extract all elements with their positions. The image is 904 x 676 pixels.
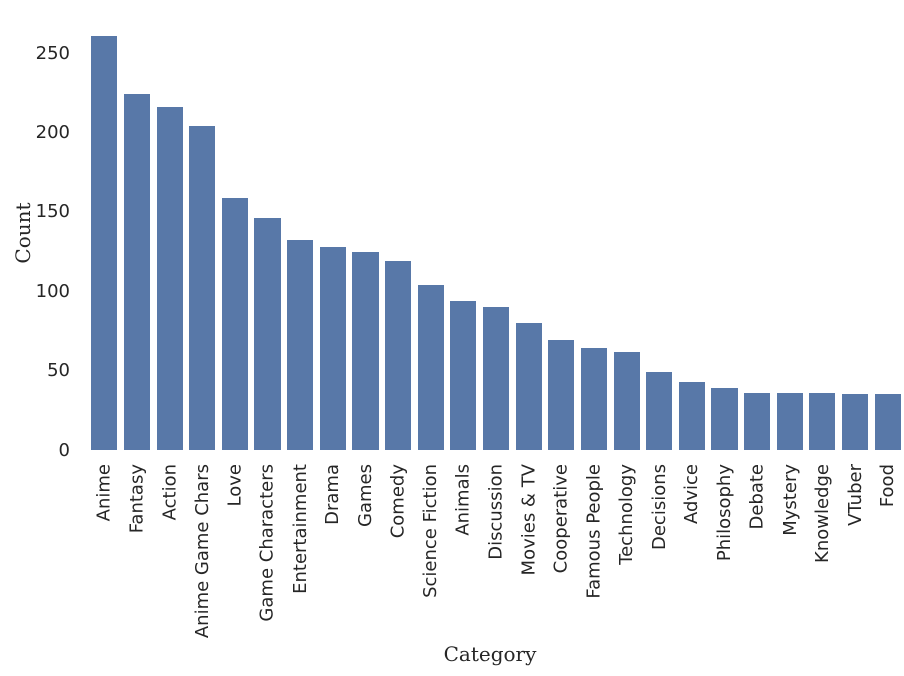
bar-band	[741, 15, 774, 450]
bar-band	[219, 15, 252, 450]
bar	[548, 340, 575, 450]
bar-band	[676, 15, 709, 450]
bar-band	[480, 15, 513, 450]
bar-band	[806, 15, 839, 450]
x-tick-label: Science Fiction	[420, 464, 442, 598]
x-tick-label: Discussion	[485, 464, 507, 560]
y-axis-label: Count	[11, 202, 35, 264]
y-tick-label: 50	[47, 360, 70, 382]
bar-band	[447, 15, 480, 450]
bar-band	[839, 15, 872, 450]
bar-band	[643, 15, 676, 450]
bar-band	[414, 15, 447, 450]
y-tick-label: 200	[35, 121, 70, 143]
bar	[189, 126, 216, 450]
x-tick-label: Love	[224, 464, 246, 507]
bar-band	[251, 15, 284, 450]
x-tick-label: Food	[877, 464, 899, 508]
bar	[646, 372, 673, 450]
bar	[417, 284, 444, 450]
bar	[352, 251, 379, 450]
bar-band	[153, 15, 186, 450]
bar	[842, 394, 869, 450]
x-tick-label: Knowledge	[811, 464, 833, 563]
plot-area	[88, 15, 904, 450]
x-tick-label: Technology	[616, 464, 638, 565]
x-tick-label: Debate	[746, 464, 768, 530]
y-tick-label: 150	[35, 201, 70, 223]
bar	[874, 394, 901, 450]
bar	[287, 240, 314, 450]
bar-band	[88, 15, 121, 450]
x-tick-label: Anime	[93, 464, 115, 522]
bar-band	[382, 15, 415, 450]
bar-band	[545, 15, 578, 450]
x-tick-label: Drama	[322, 464, 344, 525]
bar	[711, 388, 738, 450]
bar	[319, 246, 346, 450]
bar	[91, 35, 118, 450]
bar	[221, 197, 248, 450]
bar	[123, 94, 151, 450]
bar-band	[121, 15, 154, 450]
x-tick-label: Mystery	[779, 464, 801, 536]
x-tick-label: Cooperative	[550, 464, 572, 574]
x-tick-label: Advice	[681, 464, 703, 525]
bar-band	[708, 15, 741, 450]
bar-band	[316, 15, 349, 450]
x-tick-label: Animals	[452, 464, 474, 536]
x-axis-label: Category	[443, 642, 537, 666]
x-tick-label: Decisions	[648, 464, 670, 551]
bar	[450, 300, 477, 450]
x-tick-label: Game Characters	[257, 464, 279, 622]
bar	[254, 218, 281, 450]
bar	[613, 351, 640, 450]
bar	[809, 392, 836, 450]
bar-band	[610, 15, 643, 450]
bar	[744, 392, 771, 450]
y-tick-label: 100	[35, 280, 70, 302]
bar-band	[871, 15, 904, 450]
x-tick-label: Games	[354, 464, 376, 527]
bar	[156, 107, 183, 450]
x-tick-label: Action	[159, 464, 181, 521]
bar	[385, 261, 412, 450]
x-tick-label: Famous People	[583, 464, 605, 599]
bar-band	[578, 15, 611, 450]
bar	[515, 323, 542, 450]
x-tick-label: Anime Game Chars	[191, 464, 213, 639]
bar-band	[512, 15, 545, 450]
x-tick-label: Entertainment	[289, 464, 311, 594]
bar-band	[284, 15, 317, 450]
bar-band	[349, 15, 382, 450]
bar-band	[186, 15, 219, 450]
bar	[678, 381, 705, 450]
x-tick-label: Fantasy	[126, 464, 148, 534]
bar	[482, 307, 510, 450]
x-tick-label: Movies & TV	[518, 464, 540, 576]
x-tick-label: Comedy	[387, 464, 409, 539]
x-tick-label: VTuber	[844, 464, 866, 526]
x-tick-label: Philosophy	[713, 464, 735, 562]
y-tick-label: 250	[35, 42, 70, 64]
bar	[580, 348, 607, 450]
bar-band	[773, 15, 806, 450]
bar	[776, 392, 803, 450]
y-tick-label: 0	[58, 439, 70, 461]
